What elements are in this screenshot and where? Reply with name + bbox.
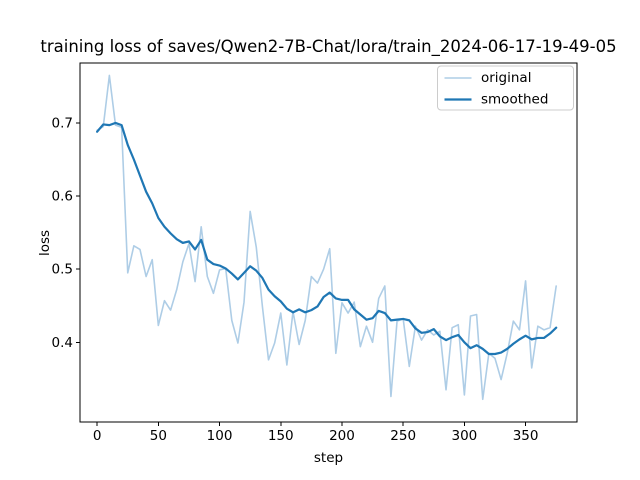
x-tick-label: 350 [513, 428, 539, 444]
legend-label-original: original [481, 70, 531, 86]
y-tick-label: 0.5 [52, 262, 73, 278]
axis-ticks: 0 50 100 150 200 250 300 350 0.4 0.5 0.6 0.7 [52, 115, 539, 444]
x-axis-label: step [314, 450, 343, 466]
y-tick-label: 0.4 [52, 335, 73, 351]
x-tick-label: 0 [93, 428, 102, 444]
series-line-original [96, 74, 557, 401]
x-tick-label: 250 [390, 428, 416, 444]
legend-label-smoothed: smoothed [481, 92, 548, 108]
x-tick-label: 100 [207, 428, 233, 444]
legend: original smoothed [437, 65, 574, 111]
x-tick-label: 150 [268, 428, 294, 444]
x-tick-label: 300 [451, 428, 477, 444]
chart-title: training loss of saves/Qwen2-7B-Chat/lor… [40, 37, 616, 57]
y-tick-label: 0.6 [52, 189, 73, 205]
y-axis-label: loss [37, 230, 53, 256]
plot-border [79, 62, 578, 423]
y-tick-label: 0.7 [52, 115, 73, 131]
x-tick-label: 200 [329, 428, 355, 444]
x-tick-label: 50 [150, 428, 167, 444]
series-line-smoothed [96, 121, 558, 356]
data-series [96, 74, 558, 401]
